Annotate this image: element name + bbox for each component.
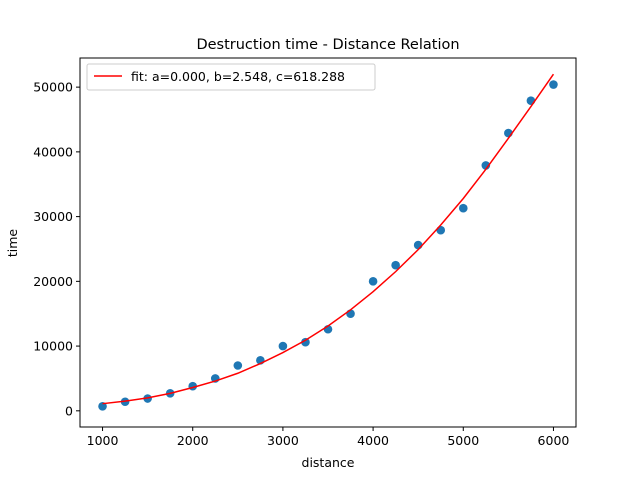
data-point [301, 337, 310, 347]
x-tick-label: 4000 [357, 433, 389, 448]
y-tick-label: 50000 [33, 80, 73, 95]
data-point [368, 277, 378, 286]
y-axis-label: time [5, 229, 20, 258]
legend-label: fit: a=0.000, b=2.548, c=618.288 [131, 69, 345, 84]
data-point [436, 225, 446, 235]
x-tick-label: 2000 [177, 433, 209, 448]
data-point [233, 361, 243, 370]
axes-frame [79, 57, 577, 428]
data-point [549, 80, 558, 89]
fit-line [102, 73, 555, 405]
y-tick-label: 40000 [33, 144, 73, 159]
data-point [526, 96, 536, 106]
data-point [278, 341, 288, 351]
y-tick-label: 0 [65, 403, 73, 418]
y-tick-label: 10000 [33, 339, 73, 354]
y-axis: 0 10000 20000 30000 40000 50000 [33, 80, 80, 418]
data-point [458, 203, 468, 213]
x-tick-label: 3000 [267, 433, 299, 448]
legend: fit: a=0.000, b=2.548, c=618.288 [86, 63, 376, 91]
x-tick-label: 1000 [87, 433, 119, 448]
plot-area [98, 73, 558, 411]
chart-title: Destruction time - Distance Relation [196, 37, 459, 53]
x-axis: 1000 2000 3000 4000 5000 6000 [87, 427, 570, 448]
x-axis-label: distance [302, 455, 355, 470]
y-tick-label: 20000 [33, 274, 73, 289]
y-tick-label: 30000 [33, 209, 73, 224]
data-point [413, 240, 423, 250]
x-tick-label: 5000 [447, 433, 479, 448]
data-point [391, 260, 400, 270]
x-tick-label: 6000 [538, 433, 570, 448]
legend-box [86, 63, 376, 91]
